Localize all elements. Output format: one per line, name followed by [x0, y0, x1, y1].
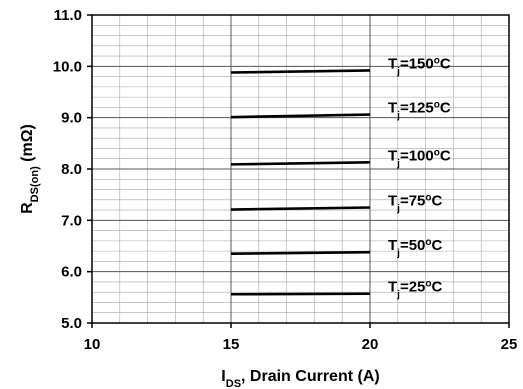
series-label-sub: j: [396, 289, 400, 300]
series-label: Tj=25oC: [388, 278, 443, 300]
y-tick-label: 8.0: [61, 161, 82, 178]
x-axis-title-rest: , Drain Current (A): [241, 368, 380, 385]
y-axis-title-sub: DS(on): [29, 166, 41, 202]
series-label-main: T: [388, 237, 397, 254]
series-label-value: =75: [400, 193, 425, 210]
series-label-value: =25: [400, 279, 425, 296]
y-axis-title-main: R: [19, 202, 36, 214]
series-label-main: T: [388, 193, 397, 210]
series-label-value: =125: [400, 100, 434, 117]
series-label-sub: j: [396, 158, 400, 169]
series-label-value: =50: [400, 237, 425, 254]
x-tick-labels: 10 15 20 25: [84, 323, 518, 353]
y-tick-label: 7.0: [61, 212, 82, 229]
series-label-unit: C: [440, 100, 451, 117]
series-label-unit: C: [432, 237, 443, 254]
series-label-unit: C: [432, 279, 443, 296]
series-label-sup: o: [425, 237, 431, 248]
x-tick-label: 10: [84, 336, 101, 353]
y-tick-label: 9.0: [61, 110, 82, 127]
series-label-sub: j: [396, 248, 400, 259]
series-lines: [230, 69, 371, 296]
y-tick-labels: 5.0 6.0 7.0 8.0 9.0 10.0 11.0: [53, 7, 92, 332]
y-tick-label: 6.0: [61, 264, 82, 281]
series-label: Tj=150oC: [388, 55, 451, 77]
x-tick-label: 20: [362, 336, 379, 353]
x-axis-title: IDS, Drain Current (A): [221, 368, 379, 389]
series-label-sup: o: [425, 192, 431, 203]
series-label-sup: o: [425, 278, 431, 289]
series-label-unit: C: [440, 147, 451, 164]
series-label-unit: C: [440, 55, 451, 72]
x-tick-label: 15: [223, 336, 240, 353]
series-line: [230, 69, 371, 74]
series-line: [230, 113, 371, 119]
series-line: [230, 206, 371, 211]
series-label-sub: j: [396, 110, 400, 121]
y-tick-label: 5.0: [61, 315, 82, 332]
series-label-sub: j: [396, 203, 400, 214]
series-label-unit: C: [432, 193, 443, 210]
series-label-sup: o: [434, 99, 440, 110]
series-label: Tj=75oC: [388, 192, 443, 214]
series-label-main: T: [388, 55, 397, 72]
series-label: Tj=100oC: [388, 147, 451, 169]
x-axis-title-sub: DS: [226, 378, 241, 389]
series-line: [230, 161, 371, 166]
y-axis-title-rest: (mΩ): [19, 124, 36, 166]
series-label-sup: o: [434, 147, 440, 158]
series-labels: Tj=150oCTj=125oCTj=100oCTj=75oCTj=50oCTj…: [388, 55, 451, 300]
series-label: Tj=125oC: [388, 99, 451, 121]
series-label: Tj=50oC: [388, 237, 443, 259]
y-axis-title: RDS(on) (mΩ): [19, 124, 41, 214]
y-tick-label: 10.0: [53, 58, 82, 75]
series-label-main: T: [388, 100, 397, 117]
series-label-sub: j: [396, 66, 400, 77]
series-label-value: =150: [400, 55, 434, 72]
series-line: [230, 250, 371, 255]
x-tick-label: 25: [501, 336, 518, 353]
series-label-main: T: [388, 279, 397, 296]
y-tick-label: 11.0: [54, 7, 82, 24]
series-label-value: =100: [400, 147, 434, 164]
series-label-main: T: [388, 147, 397, 164]
series-label-sup: o: [434, 55, 440, 66]
series-line: [230, 292, 371, 296]
x-axis-title-main: I: [221, 368, 225, 385]
